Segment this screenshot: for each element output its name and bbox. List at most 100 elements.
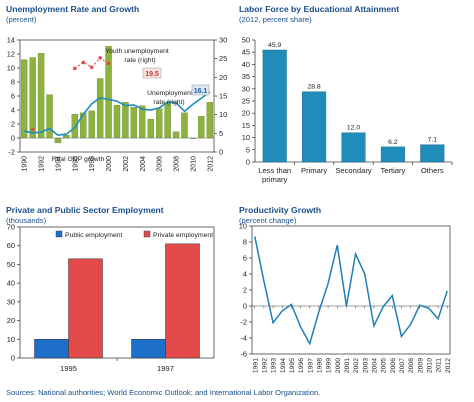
prod-x-tick-label: 1993: [271, 358, 278, 373]
unemp-right-tick-label: 30: [219, 36, 227, 45]
unemp-right-tick-label: 10: [219, 110, 227, 119]
unemp-right-tick-label: 25: [219, 54, 227, 63]
productivity-line: [254, 236, 448, 346]
employment-bar: [34, 339, 69, 359]
youth-label: Youth unemployment: [105, 48, 169, 55]
unemp-x-tick-label: 2004: [140, 156, 147, 172]
emp-x-label: 1995: [60, 364, 77, 373]
labor-y-tick-label: 20: [242, 109, 250, 118]
gdp-bar: [29, 57, 36, 139]
labor-y-tick-label: 35: [242, 72, 250, 81]
emp-y-tick-label: 50: [7, 260, 15, 269]
labor-value-label: 6.2: [388, 139, 398, 146]
labor-value-label: 45.9: [268, 42, 281, 49]
prod-x-tick-label: 2004: [371, 358, 378, 373]
unemp-x-tick-label: 2002: [123, 156, 130, 172]
prod-x-tick-label: 1994: [280, 358, 287, 373]
labor-y-tick-label: 25: [242, 97, 250, 106]
unemp-x-tick-label: 2006: [157, 156, 164, 172]
gdp-bar: [164, 102, 171, 139]
labor-bar: [420, 144, 445, 163]
unemp-right-tick-label: 0: [219, 148, 223, 157]
employment-bar: [165, 243, 200, 359]
gdp-bar: [88, 110, 95, 139]
labor-value-label: 7.1: [428, 137, 438, 144]
unemp-callout-value: 16.1: [194, 88, 208, 95]
unemp-right-tick-label: 20: [219, 73, 227, 82]
youth-unemployment-point: [89, 65, 94, 70]
unemp-left-tick-label: 6: [11, 92, 15, 101]
gdp-bar: [122, 102, 129, 139]
labor-y-tick-label: 15: [242, 121, 250, 130]
unemp-right-tick-label: 15: [219, 92, 227, 101]
prod-x-tick-label: 2010: [426, 358, 433, 373]
labor-y-tick-label: 45: [242, 48, 250, 57]
prod-x-tick-label: 2000: [335, 358, 342, 373]
unemp-left-tick-label: 0: [11, 134, 15, 143]
source-note: Sources: National authorities; World Eco…: [6, 388, 321, 397]
prod-x-tick-label: 2008: [408, 358, 415, 373]
unemp-left-tick-label: 4: [11, 106, 15, 115]
labor-category-label: Tertiary: [380, 166, 405, 175]
gdp-bar: [21, 59, 28, 139]
labor-y-tick-label: 50: [242, 36, 250, 45]
gdp-bar: [147, 118, 154, 139]
prod-x-tick-label: 2011: [436, 358, 443, 373]
gdp-bar: [105, 46, 112, 139]
productivity-panel-title: Productivity Growth: [239, 205, 322, 215]
unemp-x-tick-label: 2000: [106, 156, 113, 172]
unemp-label: Unemployment: [147, 90, 193, 97]
prod-x-tick-label: 1992: [261, 358, 268, 373]
youth-unemployment-point: [81, 60, 86, 65]
prod-x-tick-label: 1996: [298, 358, 305, 373]
gdp-bar: [155, 108, 163, 139]
prod-y-tick-label: -4: [240, 334, 247, 343]
unemployment-panel-subtitle: (percent): [6, 15, 37, 24]
emp-legend-swatch: [143, 230, 151, 238]
unemp-x-tick-label: 1994: [55, 156, 62, 172]
emp-y-tick-label: 40: [7, 279, 15, 288]
youth-unemployment-point: [98, 56, 102, 60]
unemp-x-tick-label: 2008: [174, 156, 181, 172]
labor-y-tick-label: 0: [246, 158, 250, 167]
unemp-x-tick-label: 1996: [72, 156, 79, 172]
emp-y-tick-label: 30: [7, 297, 15, 306]
gdp-bar: [46, 94, 53, 139]
unemp-x-tick-label: 1990: [22, 156, 29, 172]
labor-category-label: Secondary: [335, 166, 372, 175]
emp-y-tick-label: 60: [7, 241, 15, 250]
youth-callout-box: [142, 67, 162, 79]
employment-panel-title: Private and Public Sector Employment: [6, 205, 164, 215]
labor-category-label: primary: [262, 175, 288, 184]
prod-y-tick-label: -6: [240, 350, 247, 359]
gdp-bar: [113, 104, 121, 139]
emp-legend-label: Private employment: [153, 232, 213, 239]
youth-unemployment-point: [73, 66, 77, 71]
emp-legend-swatch: [55, 230, 63, 238]
prod-x-tick-label: 1997: [307, 358, 314, 373]
labor-y-tick-label: 10: [242, 133, 250, 142]
employment-panel-subtitle: (thousands): [6, 216, 47, 225]
unemp-x-tick-label: 1998: [89, 156, 96, 172]
emp-x-label: 1997: [157, 364, 174, 373]
labor-value-label: 12.0: [347, 125, 360, 132]
gdp-bar: [172, 131, 180, 139]
gdp-bar: [37, 53, 45, 139]
prod-x-tick-label: 1995: [289, 358, 296, 373]
emp-legend-label: Public employment: [65, 232, 123, 239]
youth-label: rate (right): [124, 57, 155, 64]
unemp-x-tick-label: 1992: [39, 156, 46, 172]
prod-x-tick-label: 2012: [445, 358, 452, 373]
employment-bar: [131, 339, 166, 359]
prod-x-tick-label: 2002: [353, 358, 360, 373]
labor-panel-subtitle: (2012, percent share): [239, 15, 312, 24]
unemp-right-tick-label: 5: [219, 129, 223, 138]
youth-unemployment-point: [30, 127, 35, 132]
prod-y-tick-label: 8: [243, 238, 247, 247]
employment-bar: [68, 258, 103, 359]
labor-bar: [262, 49, 287, 163]
gdp-bar: [130, 107, 138, 139]
prod-x-tick-label: 2006: [390, 358, 397, 373]
prod-x-tick-label: 1991: [252, 358, 259, 373]
